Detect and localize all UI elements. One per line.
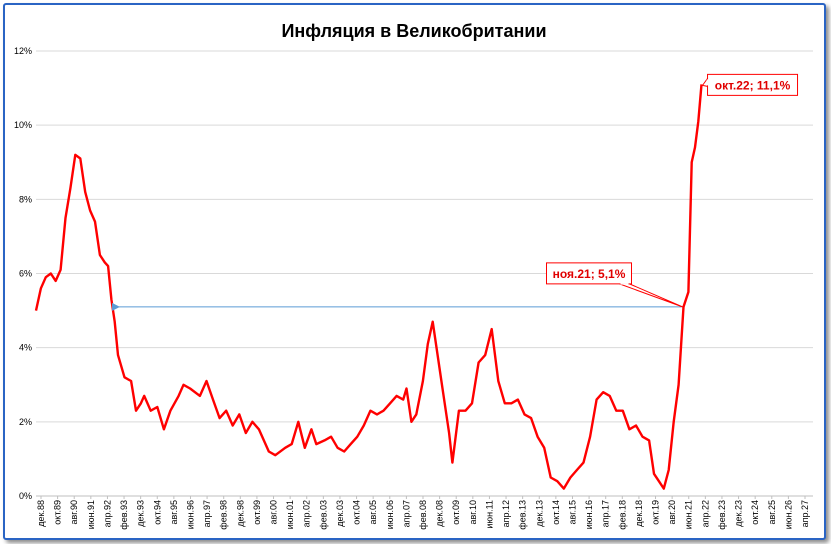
annotation-layer: окт.22; 11,1% ноя.21; 5,1% bbox=[112, 73, 799, 311]
chart-frame: Инфляция в Великобритании 0% 2% 4% 6% 8% 10% 1… bbox=[3, 3, 826, 540]
x-tick-label: авг.05 bbox=[368, 500, 378, 524]
x-tick-label: авг.10 bbox=[468, 500, 478, 524]
axis-layer: 0% 2% 4% 6% 8% 10% 12% дек.88 окт.89 авг.90 июн.91… bbox=[14, 46, 813, 530]
chart-title: Инфляция в Великобритании bbox=[281, 21, 546, 41]
callout-label: окт.22; 11,1% bbox=[715, 78, 791, 92]
x-tick-label: авг.15 bbox=[567, 500, 577, 524]
x-tick-label: дек.08 bbox=[435, 500, 445, 527]
grid-layer bbox=[36, 50, 813, 497]
callout-box bbox=[546, 262, 632, 285]
x-tick-label: дек.18 bbox=[634, 500, 644, 527]
x-tick-label: июн.16 bbox=[584, 500, 594, 529]
x-tick-label: окт.09 bbox=[451, 500, 461, 525]
y-tick-label: 4% bbox=[19, 343, 32, 353]
x-tick-label: апр.17 bbox=[601, 500, 611, 527]
x-tick-label: окт.04 bbox=[352, 500, 362, 525]
x-tick-label: апр.02 bbox=[302, 500, 312, 527]
line-layer bbox=[34, 84, 703, 490]
y-tick-label: 8% bbox=[19, 194, 32, 204]
x-tick-label: апр.07 bbox=[401, 500, 411, 527]
x-tick-label: фев.08 bbox=[418, 500, 428, 530]
x-tick-label: июн.96 bbox=[185, 500, 195, 529]
data-callout: окт.22; 11,1% bbox=[701, 73, 799, 96]
x-tick-label: дек.13 bbox=[534, 500, 544, 527]
x-tick-label: апр.12 bbox=[501, 500, 511, 527]
x-tick-label: авг.95 bbox=[169, 500, 179, 524]
x-tick-label: фев.03 bbox=[318, 500, 328, 530]
x-tick-label: окт.94 bbox=[152, 500, 162, 525]
x-tick-label: апр.97 bbox=[202, 500, 212, 527]
x-tick-label: авг.25 bbox=[767, 500, 777, 524]
x-tick-label: июн.01 bbox=[285, 500, 295, 529]
x-tick-label: июн.21 bbox=[684, 500, 694, 529]
x-tick-label: июн.26 bbox=[783, 500, 793, 529]
x-tick-label: апр.92 bbox=[102, 500, 112, 527]
x-tick-label: дек.98 bbox=[235, 500, 245, 527]
inflation-series-line bbox=[34, 84, 703, 490]
x-tick-label: окт.24 bbox=[750, 500, 760, 525]
x-tick-label: дек.03 bbox=[335, 500, 345, 527]
x-tick-label: фев.98 bbox=[219, 500, 229, 530]
x-tick-label: авг.90 bbox=[69, 500, 79, 524]
x-tick-label: июн.11 bbox=[484, 500, 494, 529]
x-tick-label: окт.14 bbox=[551, 500, 561, 525]
x-tick-label: апр.22 bbox=[700, 500, 710, 527]
y-tick-label: 10% bbox=[14, 120, 32, 130]
x-tick-label: авг.20 bbox=[667, 500, 677, 524]
x-tick-label: дек.23 bbox=[734, 500, 744, 527]
x-tick-label: дек.93 bbox=[136, 500, 146, 527]
callout-label: ноя.21; 5,1% bbox=[553, 267, 626, 281]
y-tick-label: 6% bbox=[19, 269, 32, 279]
callout-pointer bbox=[619, 283, 683, 308]
x-tick-label: апр.27 bbox=[800, 500, 810, 527]
x-tick-label: окт.89 bbox=[53, 500, 63, 525]
y-tick-label: 2% bbox=[19, 417, 32, 427]
x-tick-label: авг.00 bbox=[269, 500, 279, 524]
x-tick-label: окт.99 bbox=[252, 500, 262, 525]
y-tick-label: 0% bbox=[19, 491, 32, 501]
x-tick-label: фев.13 bbox=[518, 500, 528, 530]
x-tick-label: июн.91 bbox=[86, 500, 96, 529]
x-tick-label: июн.06 bbox=[385, 500, 395, 529]
x-tick-label: дек.88 bbox=[36, 500, 46, 527]
inflation-chart: Инфляция в Великобритании 0% 2% 4% 6% 8% 10% 1… bbox=[14, 21, 813, 530]
data-callout: ноя.21; 5,1% bbox=[546, 262, 683, 308]
x-tick-label: фев.93 bbox=[119, 500, 129, 530]
x-tick-label: окт.19 bbox=[651, 500, 661, 525]
y-tick-label: 12% bbox=[14, 46, 32, 56]
x-tick-label: фев.23 bbox=[717, 500, 727, 530]
x-tick-label: фев.18 bbox=[617, 500, 627, 530]
